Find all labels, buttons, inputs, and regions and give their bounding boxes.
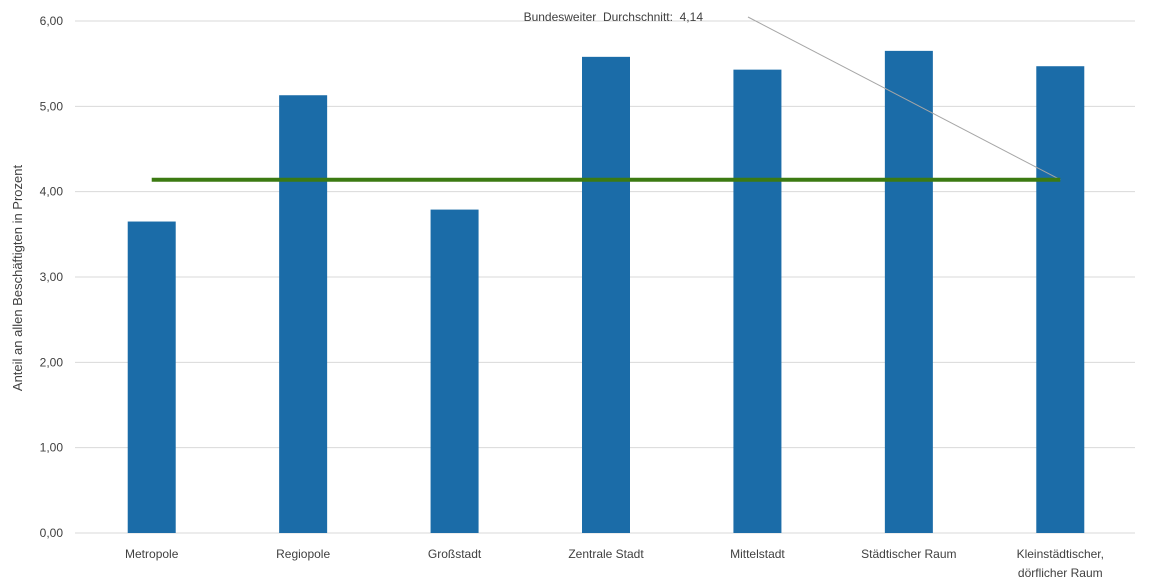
y-tick-label: 0,00 [40, 526, 64, 540]
y-axis-title: Anteil an allen Beschäftigten in Prozent [10, 165, 25, 392]
x-axis-tick-labels: Metropole Regiopole Großstadt Zentrale Stad… [125, 547, 1104, 580]
x-tick-label: Städtischer Raum [861, 547, 956, 561]
bar [279, 95, 328, 534]
x-tick-label: Regiopole [276, 547, 330, 561]
x-tick-label: Großstadt [428, 547, 482, 561]
y-tick-label: 4,00 [40, 185, 64, 199]
y-axis-tick-labels: 0,00 1,00 2,00 3,00 4,00 5,00 6,00 [40, 14, 64, 540]
reference-line-label: Bundesweiter Durchschnitt: 4,14 [524, 10, 704, 24]
y-tick-label: 3,00 [40, 270, 64, 284]
bar [1036, 66, 1085, 533]
bars [127, 50, 1085, 534]
x-tick-label: Mittelstadt [730, 547, 785, 561]
bar [884, 50, 933, 533]
reference-line-group [151, 16, 1061, 182]
x-tick-label: Metropole [125, 547, 179, 561]
bar [127, 221, 176, 534]
x-tick-label: Kleinstädtischer, dörflicher Raum [1017, 547, 1104, 580]
reference-label-leader-line [747, 16, 1061, 181]
bar [430, 209, 479, 533]
bar [582, 56, 630, 534]
bar [733, 69, 782, 533]
y-tick-label: 5,00 [40, 99, 64, 113]
y-tick-label: 6,00 [40, 14, 64, 28]
x-tick-label: Zentrale Stadt [568, 547, 644, 561]
y-tick-label: 1,00 [40, 441, 64, 455]
y-tick-label: 2,00 [40, 355, 64, 369]
